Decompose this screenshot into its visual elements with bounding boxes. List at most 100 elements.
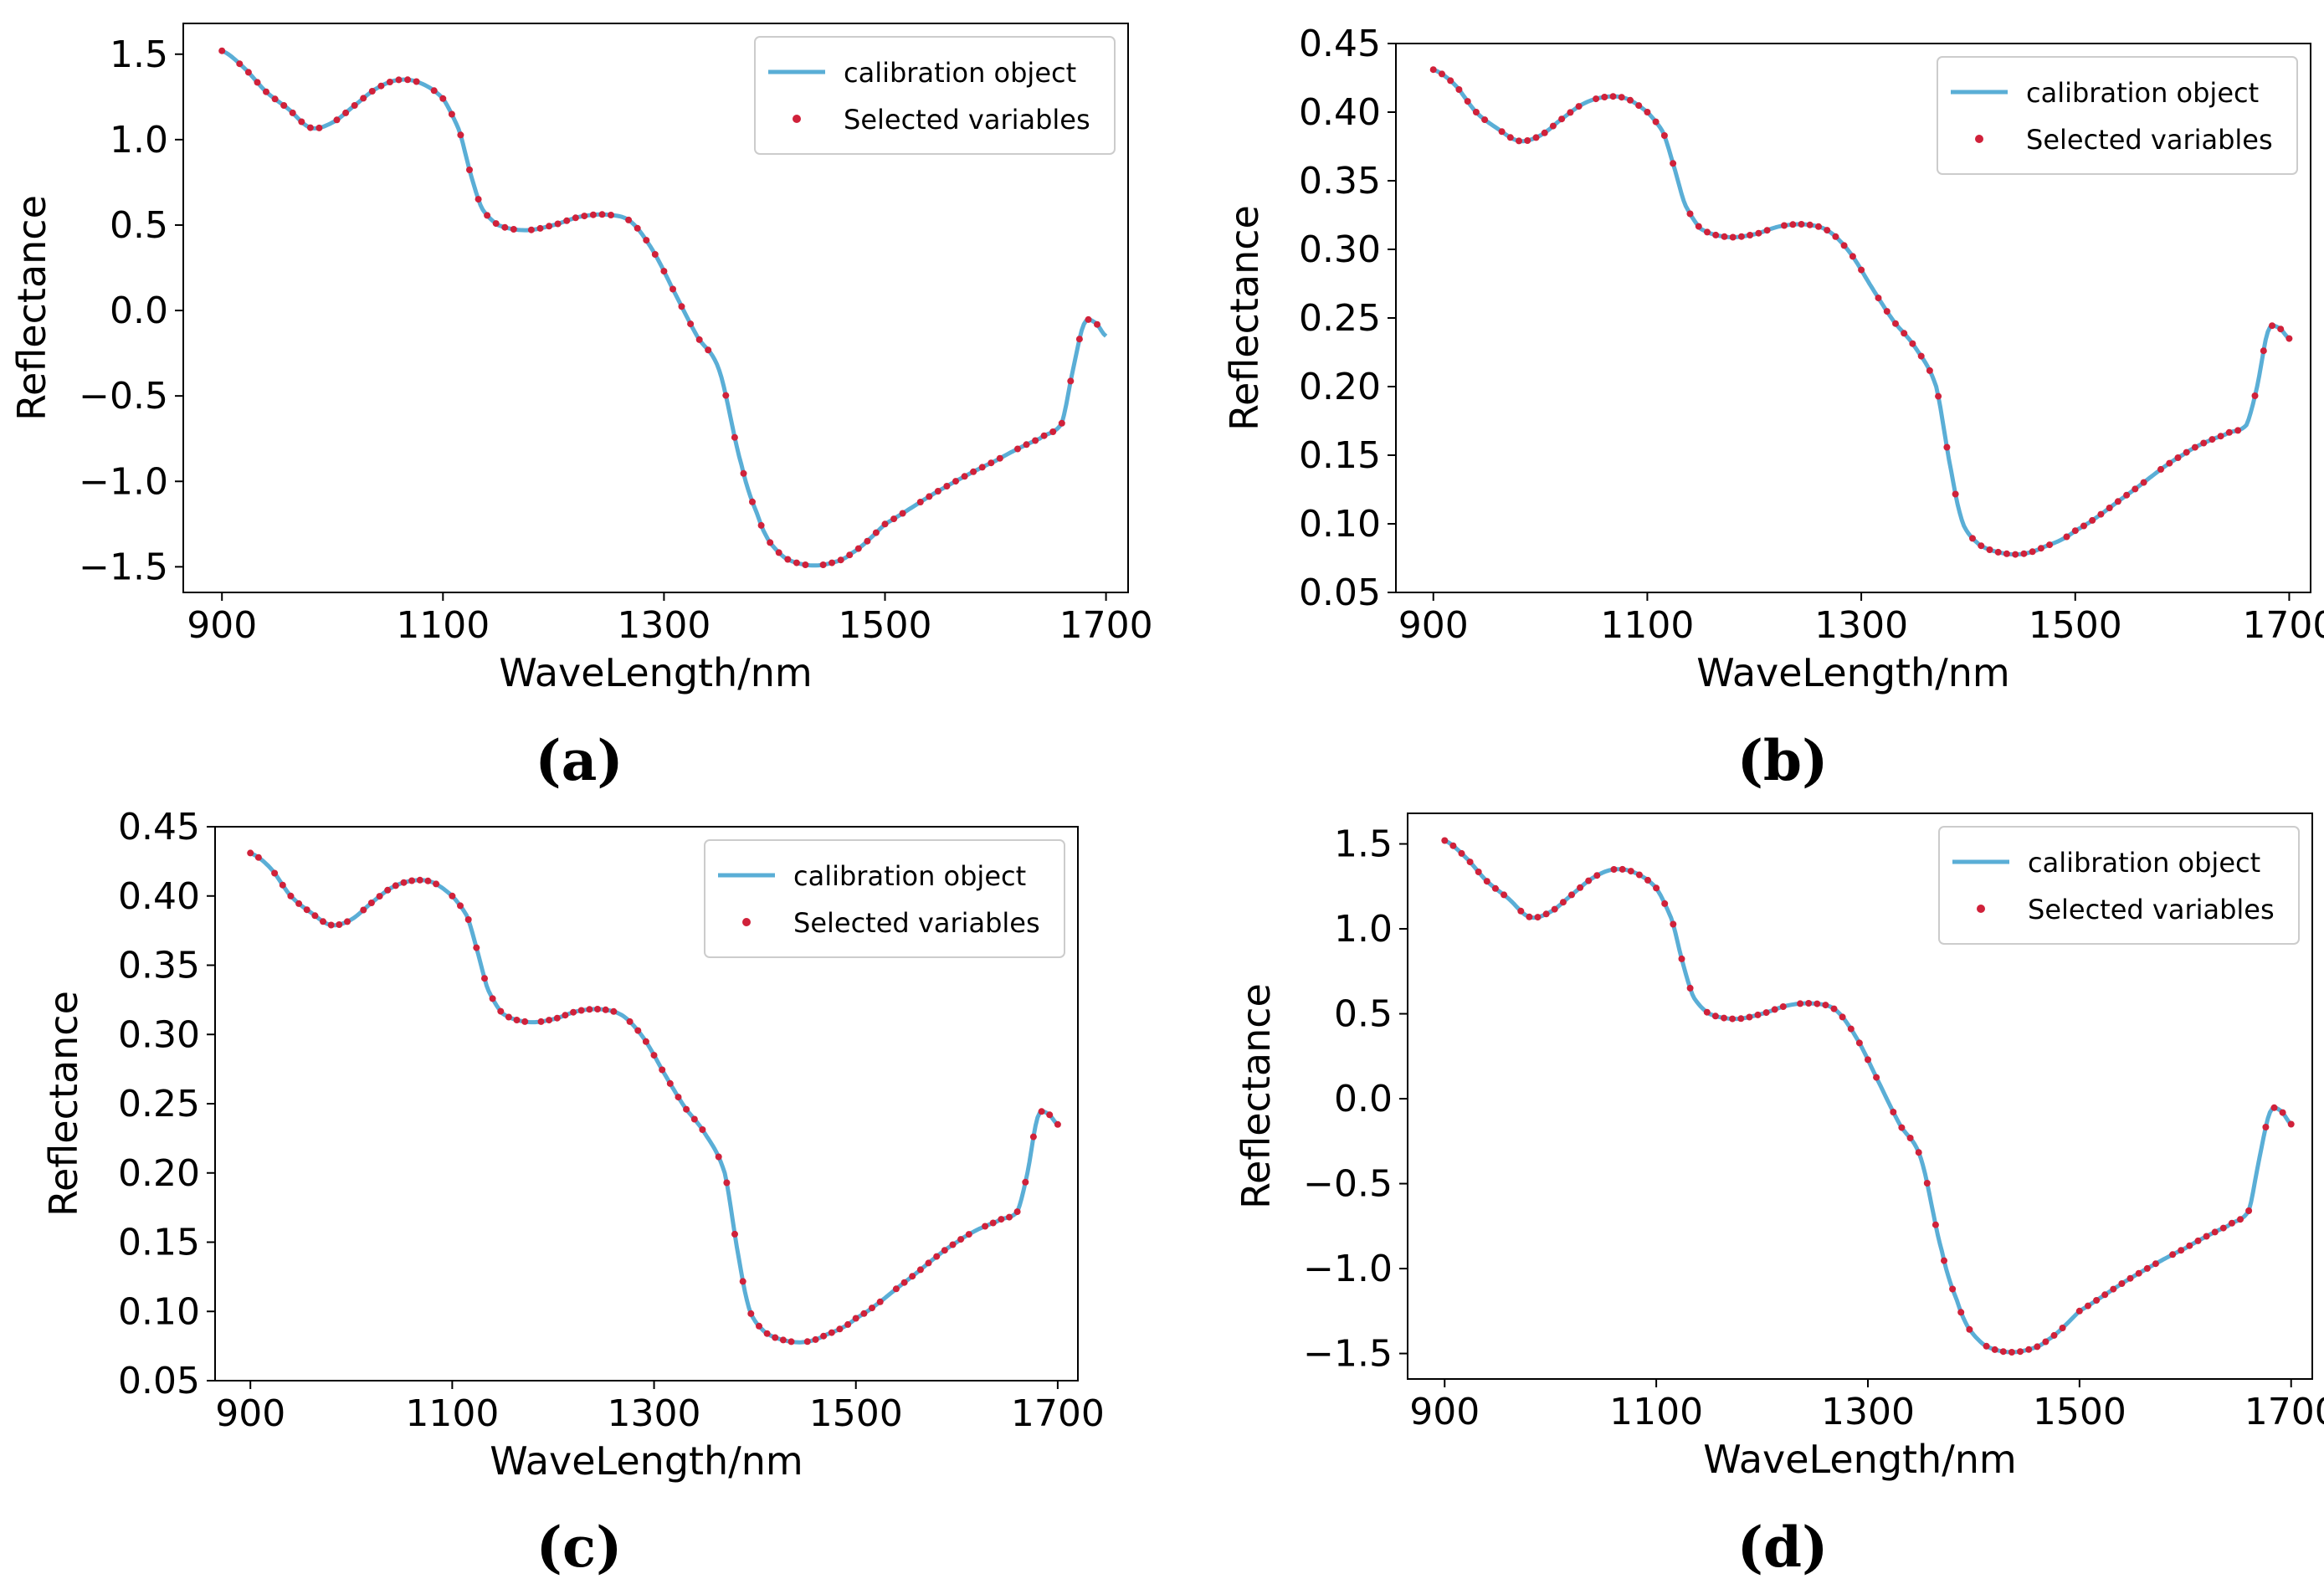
selected-variable-point xyxy=(2203,1233,2210,1240)
selected-variable-point xyxy=(998,1216,1005,1223)
selected-variable-point xyxy=(2020,550,2028,557)
legend-box xyxy=(1938,826,2300,945)
y-axis-label: Reflectance xyxy=(1222,205,1267,431)
selected-variable-point xyxy=(1704,228,1711,236)
selected-variable-point xyxy=(400,879,408,886)
legend: calibration object Selected variables xyxy=(754,36,1116,155)
selected-variable-point xyxy=(775,549,782,556)
selected-variable-point xyxy=(1797,1000,1804,1007)
selected-variable-point xyxy=(2169,1251,2177,1258)
selected-variable-point xyxy=(1695,223,1702,230)
selected-variable-point xyxy=(625,216,633,223)
selected-variable-point xyxy=(2089,516,2096,524)
selected-variable-point xyxy=(263,88,269,95)
selected-variable-point xyxy=(342,109,350,116)
selected-variable-point xyxy=(2017,1348,2024,1356)
selected-variable-point xyxy=(916,499,924,505)
selected-variable-point xyxy=(589,211,597,218)
legend-box xyxy=(1937,56,2298,175)
y-axis-label: Reflectance xyxy=(1234,983,1279,1209)
x-tick-label: 1300 xyxy=(608,1392,701,1435)
legend-point-swatch xyxy=(742,918,751,926)
selected-variable-point xyxy=(1038,1108,1045,1115)
selected-variable-point xyxy=(1892,320,1899,327)
legend-label-calibration-object: calibration object xyxy=(844,57,1076,89)
selected-variable-point xyxy=(2270,1104,2278,1111)
selected-variable-point xyxy=(1022,1178,1029,1186)
selected-variable-point xyxy=(1498,128,1506,136)
selected-variable-point xyxy=(2219,1224,2227,1232)
selected-variable-point xyxy=(287,892,295,900)
selected-variable-point xyxy=(2152,1260,2159,1268)
panel-caption: (b) xyxy=(1737,728,1829,793)
selected-variable-point xyxy=(1815,223,1822,230)
selected-variable-point xyxy=(2106,505,2113,511)
selected-variable-point xyxy=(1883,308,1890,315)
selected-variable-point xyxy=(2262,1124,2270,1130)
selected-variable-point xyxy=(678,303,685,310)
selected-variable-point xyxy=(916,1266,924,1274)
selected-variable-point xyxy=(1455,86,1463,93)
selected-variable-point xyxy=(439,95,447,102)
selected-variable-point xyxy=(1014,445,1021,453)
selected-variable-point xyxy=(492,220,500,228)
y-tick-label: 0.20 xyxy=(1299,366,1381,408)
x-tick-label: 1300 xyxy=(1821,1391,1915,1433)
selected-variable-point xyxy=(367,900,375,906)
selected-variable-point xyxy=(731,433,738,441)
selected-variable-point xyxy=(581,213,588,220)
x-axis-label: WaveLength/nm xyxy=(1703,1437,2016,1482)
x-tick-label: 1500 xyxy=(2029,604,2122,647)
selected-variable-point xyxy=(481,975,488,982)
selected-variable-point xyxy=(1966,1325,1973,1333)
selected-variable-point xyxy=(1957,1309,1965,1316)
selected-variable-point xyxy=(368,88,376,95)
chart-panel-3: 900 1100 1300 1500 1700 0.45 0.40 0.35 0.30 0.25 0… xyxy=(41,806,1105,1580)
selected-variable-point xyxy=(2251,392,2259,399)
selected-variable-point xyxy=(812,1335,819,1343)
selected-variable-point xyxy=(1712,231,1720,238)
y-tick-label: 1.5 xyxy=(110,33,168,76)
selected-variable-point xyxy=(2126,1274,2134,1282)
selected-variable-point xyxy=(2225,428,2233,436)
selected-variable-point xyxy=(756,1322,762,1330)
selected-variable-point xyxy=(384,886,392,894)
x-tick-label: 1300 xyxy=(1814,604,1908,647)
y-tick-label: 0.15 xyxy=(118,1222,200,1264)
selected-variable-point xyxy=(757,521,765,529)
selected-variable-point xyxy=(1779,1003,1787,1010)
selected-variable-point xyxy=(1847,1025,1855,1033)
selected-variable-point xyxy=(320,918,326,925)
selected-variable-point xyxy=(1721,233,1728,240)
selected-variable-point xyxy=(1627,868,1634,875)
y-axis-label: Reflectance xyxy=(9,195,54,421)
selected-variable-point xyxy=(1873,1074,1880,1081)
selected-variable-point xyxy=(2085,1302,2091,1310)
selected-variable-point xyxy=(563,217,571,224)
selected-variable-point xyxy=(1013,1208,1021,1216)
selected-variable-point xyxy=(2118,1280,2126,1287)
selected-variable-point xyxy=(475,196,482,203)
selected-variable-point xyxy=(1830,1005,1838,1012)
selected-variable-point xyxy=(392,882,399,889)
selected-variable-point xyxy=(949,1241,957,1248)
selected-variable-point xyxy=(2110,1285,2117,1293)
selected-variable-point xyxy=(1635,871,1643,879)
y-tick-label: 0.35 xyxy=(1299,160,1381,202)
selected-variable-point xyxy=(881,520,889,528)
selected-variable-point xyxy=(1686,210,1694,218)
selected-variable-point xyxy=(1670,160,1677,167)
selected-variable-point xyxy=(377,82,385,90)
selected-variable-point xyxy=(1541,129,1548,136)
selected-variable-point xyxy=(961,473,968,480)
selected-variable-point xyxy=(1568,891,1575,899)
selected-variable-point xyxy=(351,102,358,109)
selected-variable-point xyxy=(1805,1000,1813,1007)
selected-variable-point xyxy=(586,1006,593,1013)
selected-variable-point xyxy=(1755,229,1762,237)
selected-variable-point xyxy=(1627,96,1634,104)
selected-variable-point xyxy=(505,1013,512,1021)
selected-variable-point xyxy=(1711,1012,1719,1020)
selected-variable-point xyxy=(376,893,383,900)
selected-variable-point xyxy=(634,1027,642,1034)
